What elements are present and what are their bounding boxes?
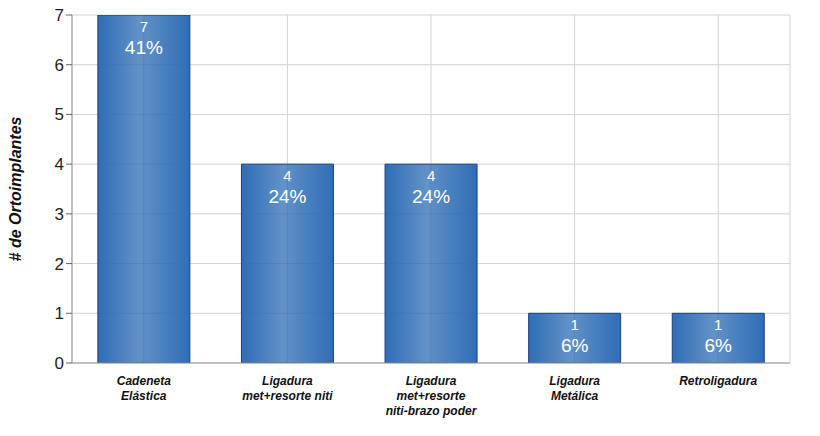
svg-text:6%: 6%: [705, 335, 733, 356]
svg-text:Ligadura: Ligadura: [406, 374, 457, 388]
svg-text:Ligadura: Ligadura: [549, 374, 600, 388]
svg-text:0: 0: [55, 354, 64, 373]
svg-text:Cadeneta: Cadeneta: [117, 374, 171, 388]
svg-text:6: 6: [55, 56, 64, 75]
svg-text:4: 4: [55, 155, 64, 174]
svg-text:Retroligadura: Retroligadura: [679, 374, 757, 388]
svg-text:niti-brazo poder: niti-brazo poder: [386, 404, 478, 418]
svg-text:4: 4: [283, 167, 291, 184]
svg-text:24%: 24%: [268, 186, 306, 207]
svg-text:41%: 41%: [125, 37, 163, 58]
svg-text:Elástica: Elástica: [121, 389, 167, 403]
svg-text:2: 2: [55, 255, 64, 274]
svg-text:5: 5: [55, 105, 64, 124]
svg-text:24%: 24%: [412, 186, 450, 207]
svg-text:1: 1: [714, 316, 722, 333]
svg-text:met+resorte: met+resorte: [396, 389, 465, 403]
svg-text:7: 7: [55, 6, 64, 25]
svg-text:met+resorte niti: met+resorte niti: [242, 389, 333, 403]
svg-text:Metálica: Metálica: [551, 389, 599, 403]
svg-text:7: 7: [140, 18, 148, 35]
svg-text:3: 3: [55, 205, 64, 224]
svg-text:Ligadura: Ligadura: [262, 374, 313, 388]
svg-text:1: 1: [570, 316, 578, 333]
svg-text:1: 1: [55, 304, 64, 323]
svg-text:4: 4: [427, 167, 435, 184]
svg-text:# de Ortoimplantes: # de Ortoimplantes: [7, 116, 24, 261]
svg-text:6%: 6%: [561, 335, 589, 356]
